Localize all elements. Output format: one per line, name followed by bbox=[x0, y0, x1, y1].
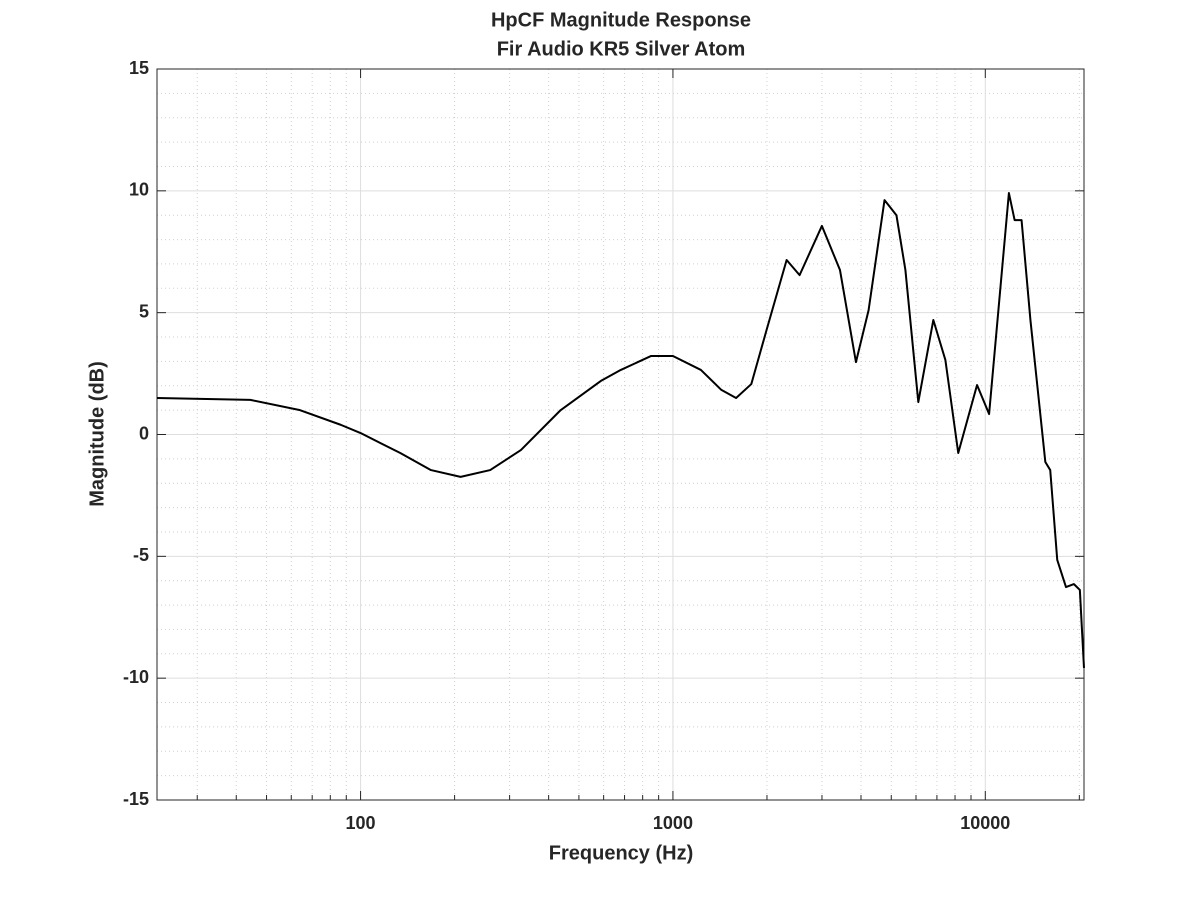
y-tick-label: 10 bbox=[129, 180, 149, 200]
data-line bbox=[156, 192, 1085, 668]
x-tick-label: 10000 bbox=[960, 813, 1010, 833]
axes-box bbox=[156, 68, 1085, 801]
x-axis-label: Frequency (Hz) bbox=[549, 842, 693, 864]
y-tick-label: 5 bbox=[139, 301, 149, 321]
chart-subtitle: Fir Audio KR5 Silver Atom bbox=[497, 38, 746, 60]
y-axis-label: Magnitude (dB) bbox=[86, 361, 108, 507]
y-tick-label: 15 bbox=[129, 58, 149, 78]
y-tick-label: -10 bbox=[123, 667, 149, 687]
y-tick-label: 0 bbox=[139, 423, 149, 443]
x-tick-label: 1000 bbox=[653, 813, 693, 833]
y-tick-label: -15 bbox=[123, 789, 149, 809]
y-tick-label: -5 bbox=[133, 545, 149, 565]
chart-title: HpCF Magnitude Response bbox=[491, 9, 751, 31]
x-tick-label: 100 bbox=[346, 813, 376, 833]
